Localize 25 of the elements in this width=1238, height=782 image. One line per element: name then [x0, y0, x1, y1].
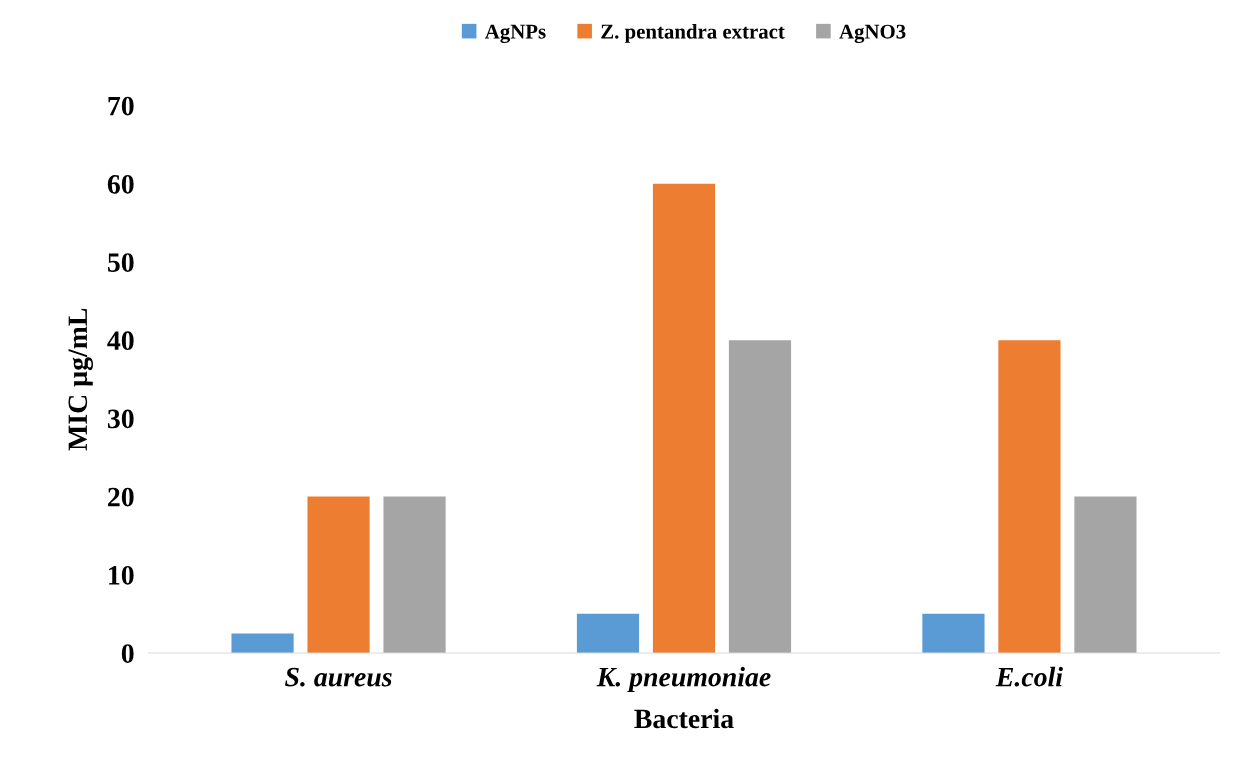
y-tick-label: 40: [107, 331, 134, 351]
bar: [576, 613, 640, 653]
bar: [307, 496, 370, 653]
y-tick-label: 60: [107, 174, 134, 194]
y-tick-label: 20: [108, 487, 134, 507]
y-tick-label: 50: [108, 253, 134, 272]
bar: [922, 613, 985, 653]
y-tick-label: 70: [108, 96, 134, 116]
y-tick-label: 0: [121, 644, 134, 663]
x-tick-label: E.coli: [995, 666, 1063, 687]
y-axis-title: MIC µg/mL: [68, 308, 93, 451]
legend-label: AgNPs: [484, 24, 546, 44]
x-tick-label: K. pneumoniae: [596, 666, 771, 693]
bar: [231, 633, 294, 653]
y-tick-label: 10: [109, 565, 134, 585]
bar: [652, 183, 716, 653]
x-axis-title: Bacteria: [634, 708, 734, 729]
y-tick-label: 30: [107, 409, 134, 429]
legend-label: Z. pentandra extract: [601, 23, 785, 43]
bar: [998, 340, 1061, 653]
bar: [728, 340, 792, 653]
legend-label: AgNO3: [839, 24, 906, 44]
bar: [1074, 496, 1137, 653]
x-tick-label: S. aureus: [285, 667, 392, 687]
bar: [383, 496, 446, 653]
